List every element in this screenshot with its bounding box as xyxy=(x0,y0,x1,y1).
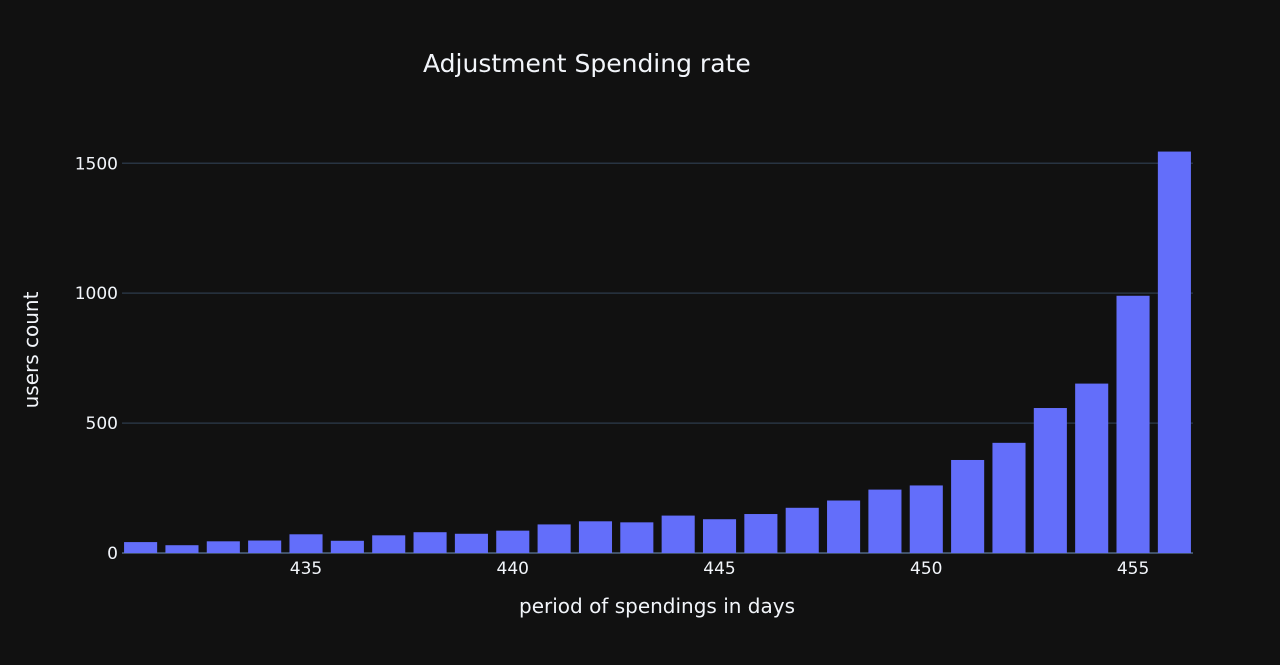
bar[interactable] xyxy=(537,524,571,553)
bar[interactable] xyxy=(1157,151,1191,553)
bar[interactable] xyxy=(1033,408,1067,553)
bar[interactable] xyxy=(744,514,778,553)
bar[interactable] xyxy=(868,489,902,553)
bar[interactable] xyxy=(827,500,861,553)
bar[interactable] xyxy=(785,507,819,553)
bar[interactable] xyxy=(330,540,364,553)
bar[interactable] xyxy=(661,515,695,553)
bar[interactable] xyxy=(124,542,158,553)
y-axis-label: users count xyxy=(19,291,43,408)
x-axis-label: period of spendings in days xyxy=(519,594,795,618)
x-tick-label: 445 xyxy=(703,559,735,579)
y-tick-label: 1000 xyxy=(75,284,118,304)
x-tick-label: 450 xyxy=(910,559,942,579)
bar[interactable] xyxy=(578,521,613,553)
y-axis-ticks: 0 500 1000 1500 xyxy=(75,154,118,564)
bar[interactable] xyxy=(413,532,447,553)
bars xyxy=(124,151,1191,553)
bar[interactable] xyxy=(496,530,530,553)
bar[interactable] xyxy=(909,485,943,553)
x-axis-ticks: 435 440 445 450 455 xyxy=(290,559,1149,579)
y-tick-label: 0 xyxy=(107,544,118,564)
bar[interactable] xyxy=(620,522,654,553)
bar[interactable] xyxy=(372,535,406,553)
bar[interactable] xyxy=(1075,383,1109,553)
bar[interactable] xyxy=(206,541,240,553)
bar[interactable] xyxy=(1116,295,1150,553)
bar[interactable] xyxy=(992,442,1026,553)
x-tick-label: 440 xyxy=(497,559,529,579)
chart-title: Adjustment Spending rate xyxy=(423,49,751,78)
bar[interactable] xyxy=(289,534,323,553)
bar[interactable] xyxy=(951,459,985,553)
x-tick-label: 435 xyxy=(290,559,322,579)
bar[interactable] xyxy=(165,545,199,553)
grid-lines xyxy=(122,162,1193,554)
y-tick-label: 500 xyxy=(86,414,118,434)
bar[interactable] xyxy=(454,533,488,553)
bar[interactable] xyxy=(702,519,737,553)
bar[interactable] xyxy=(248,540,282,553)
x-tick-label: 455 xyxy=(1117,559,1149,579)
y-tick-label: 1500 xyxy=(75,154,118,174)
